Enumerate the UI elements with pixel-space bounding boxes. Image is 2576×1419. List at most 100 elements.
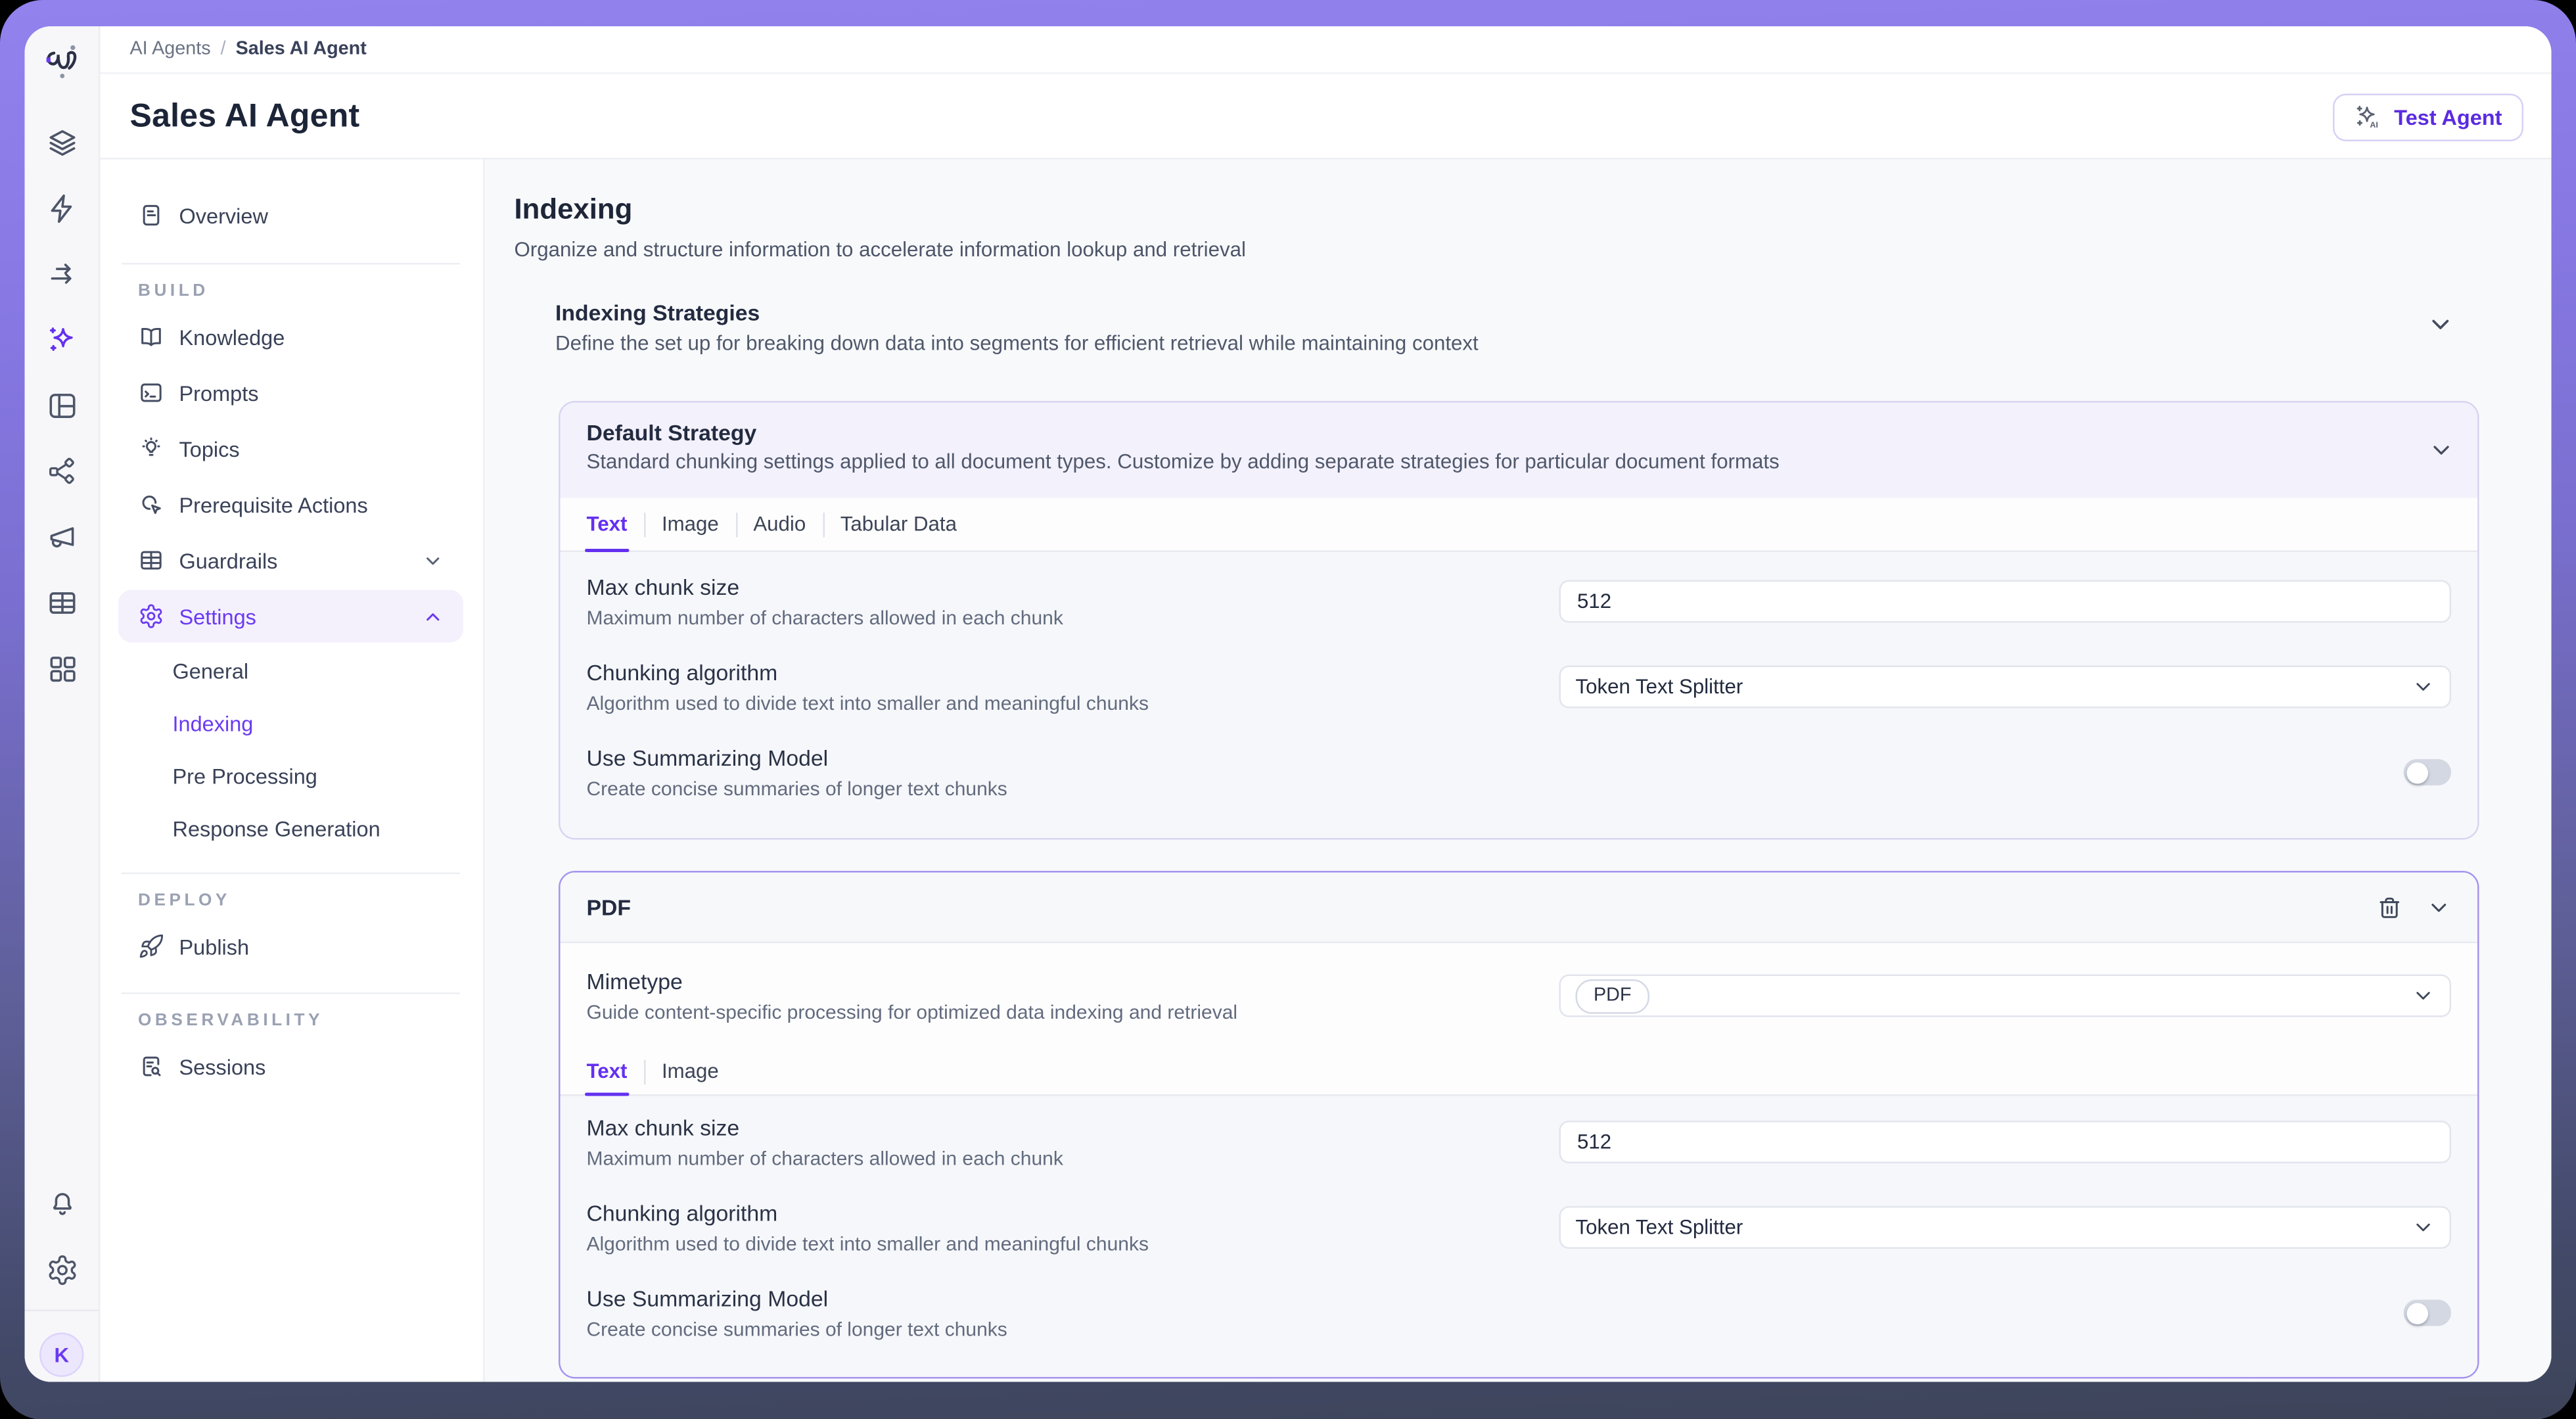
page-title: Sales AI Agent — [129, 97, 360, 134]
test-agent-label: Test Agent — [2394, 104, 2502, 129]
mimetype-row: Mimetype Guide content-specific processi… — [560, 943, 2477, 1048]
chevron-up-icon — [426, 612, 440, 620]
pdf-strategy-fields: Max chunk size Maximum number of charact… — [560, 1096, 2478, 1377]
content-title: Indexing — [514, 192, 633, 225]
test-agent-button[interactable]: AI Test Agent — [2333, 93, 2523, 141]
ai-agents-sparkle-icon[interactable] — [45, 324, 78, 357]
field-label: Chunking algorithm Algorithm used to div… — [586, 1200, 1149, 1255]
max-chunk-size-row: Max chunk size Maximum number of charact… — [561, 559, 2478, 644]
apps-grid-icon[interactable] — [45, 653, 78, 686]
workflows-arrows-icon[interactable] — [45, 258, 78, 291]
field-label: Chunking algorithm Algorithm used to div… — [586, 659, 1149, 714]
sidebar-item-knowledge[interactable]: Knowledge — [118, 311, 463, 363]
card-actions — [2378, 895, 2452, 919]
breadcrumb-separator: / — [220, 39, 226, 59]
tab-audio[interactable]: Audio — [753, 513, 806, 536]
breadcrumb-parent[interactable]: AI Agents — [129, 39, 211, 59]
section-label-deploy: DEPLOY — [138, 891, 231, 910]
sidebar-divider — [122, 872, 460, 874]
layout-panel-icon[interactable] — [45, 390, 78, 423]
sidebar-item-publish[interactable]: Publish — [118, 920, 463, 973]
user-avatar[interactable]: K — [39, 1332, 84, 1377]
default-strategy-header[interactable]: Default Strategy Standard chunking setti… — [560, 402, 2477, 498]
tab-separator — [643, 511, 645, 537]
tab-separator — [643, 1059, 645, 1084]
trash-icon[interactable] — [2378, 895, 2403, 919]
default-strategy-tabs: Text Image Audio Tabular Data — [560, 498, 2477, 552]
chevron-down-icon — [2416, 683, 2430, 691]
card-title: PDF — [586, 895, 632, 919]
content-header: Indexing Organize and structure informat… — [515, 193, 1246, 264]
lightbulb-icon — [142, 437, 160, 456]
sidebar-subitem-general[interactable]: General — [172, 658, 249, 683]
bell-icon[interactable] — [45, 1188, 78, 1221]
sidebar-item-prerequisite-actions[interactable]: Prerequisite Actions — [118, 478, 463, 531]
layers-icon[interactable] — [45, 127, 78, 160]
top-bar: AI Agents / Sales AI Agent Sales AI Agen… — [99, 26, 2552, 160]
field-label: Max chunk size Maximum number of charact… — [586, 1115, 1063, 1169]
sidebar-item-topics[interactable]: Topics — [118, 423, 463, 475]
book-open-icon — [141, 328, 161, 346]
pdf-strategy-tabs: Text Image — [560, 1048, 2477, 1096]
default-strategy-fields: Max chunk size Maximum number of charact… — [560, 552, 2478, 838]
megaphone-icon[interactable] — [45, 521, 78, 554]
svg-text:AI: AI — [2370, 120, 2378, 129]
card-subtitle: Standard chunking settings applied to al… — [586, 450, 1780, 473]
strategies-subtitle: Define the set up for breaking down data… — [555, 332, 1479, 355]
strategies-title: Indexing Strategies — [555, 300, 760, 326]
app-window: K AI Agents / Sales AI Agent Sales AI Ag… — [24, 26, 2552, 1382]
sidebar-subitem-pre-processing[interactable]: Pre Processing — [172, 763, 317, 788]
section-label-build: BUILD — [138, 281, 209, 301]
field-label: Use Summarizing Model Create concise sum… — [586, 1286, 1007, 1340]
sidebar-item-overview[interactable]: Overview — [118, 187, 463, 243]
zap-icon[interactable] — [45, 193, 78, 225]
sidebar-item-sessions[interactable]: Sessions — [118, 1040, 463, 1093]
pdf-strategy-header[interactable]: PDF — [560, 872, 2477, 943]
tab-image[interactable]: Image — [661, 1059, 719, 1083]
tab-image[interactable]: Image — [661, 513, 719, 536]
table-icon[interactable] — [45, 587, 78, 620]
chevron-down-icon[interactable] — [2427, 895, 2452, 919]
sidebar-subitem-response-generation[interactable]: Response Generation — [172, 816, 380, 841]
title-row: Sales AI Agent AI Test Agent — [99, 74, 2552, 160]
toggle-knob — [2406, 1302, 2427, 1324]
tab-separator — [735, 511, 737, 537]
max-chunk-size-input[interactable] — [1559, 580, 2451, 623]
tab-tabular-data[interactable]: Tabular Data — [840, 513, 957, 536]
chunking-algorithm-select[interactable]: Token Text Splitter — [1559, 1206, 2451, 1249]
share-network-icon[interactable] — [45, 455, 78, 488]
sidebar-item-guardrails[interactable]: Guardrails — [118, 534, 463, 587]
indexing-strategies-header[interactable]: Indexing Strategies Define the set up fo… — [555, 301, 2479, 357]
use-summarizing-model-row: Use Summarizing Model Create concise sum… — [561, 1270, 2478, 1356]
icon-rail: K — [24, 26, 101, 1382]
breadcrumb-current: Sales AI Agent — [235, 39, 367, 59]
agent-sidebar: Overview BUILD Knowledge Prompts — [99, 159, 485, 1382]
max-chunk-size-input[interactable] — [1559, 1121, 2451, 1163]
tab-text[interactable]: Text — [572, 498, 642, 552]
field-label: Mimetype Guide content-specific processi… — [586, 968, 1238, 1023]
rocket-icon — [139, 934, 164, 958]
tab-separator — [822, 511, 824, 537]
sidebar-item-prompts[interactable]: Prompts — [118, 367, 463, 419]
summarizing-model-toggle[interactable] — [2403, 759, 2451, 785]
tab-text[interactable]: Text — [572, 1048, 642, 1096]
chevron-down-icon[interactable] — [2427, 311, 2455, 339]
summarizing-model-toggle[interactable] — [2403, 1299, 2451, 1326]
chevron-down-icon[interactable] — [2428, 437, 2454, 463]
chevron-down-icon — [426, 556, 440, 565]
chunking-algorithm-select[interactable]: Token Text Splitter — [1559, 665, 2451, 709]
sidebar-subitem-indexing[interactable]: Indexing — [172, 710, 254, 735]
rail-divider — [24, 1309, 99, 1311]
file-search-icon — [143, 1056, 161, 1077]
use-summarizing-model-row: Use Summarizing Model Create concise sum… — [561, 730, 2478, 815]
chunking-algorithm-row: Chunking algorithm Algorithm used to div… — [561, 644, 2478, 730]
mimetype-select[interactable]: PDF — [1559, 974, 2451, 1017]
sidebar-item-settings[interactable]: Settings — [118, 590, 463, 643]
section-label-observability: OBSERVABILITY — [138, 1010, 324, 1031]
gear-icon[interactable] — [45, 1254, 78, 1287]
terminal-icon — [141, 383, 162, 402]
grid-table-icon — [141, 551, 162, 570]
brand-logo-icon[interactable] — [39, 39, 84, 84]
